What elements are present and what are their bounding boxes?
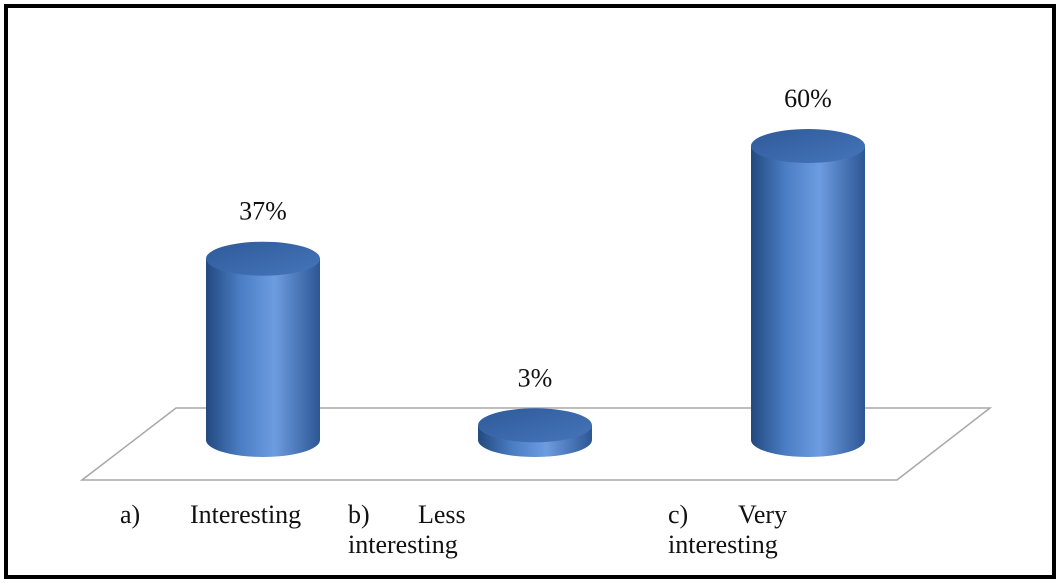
bar-top — [206, 241, 320, 276]
category-text: Very — [738, 500, 788, 529]
data-label: 60% — [784, 84, 832, 113]
category-marker: c) — [668, 500, 689, 529]
bar-top — [478, 408, 592, 443]
chart-border — [4, 4, 1056, 579]
bar-3: 60% — [751, 84, 865, 457]
category-marker: b) — [348, 500, 370, 529]
bar-top — [751, 129, 865, 163]
chart-floor — [79, 407, 993, 481]
bar-2: 3% — [478, 363, 592, 457]
data-label: 3% — [518, 363, 553, 392]
category-text: Interesting — [190, 500, 302, 529]
data-label: 37% — [239, 197, 287, 226]
bars-layer: 37% 3% 60% — [206, 84, 865, 457]
bar-1: 37% — [206, 197, 320, 457]
category-marker: a) — [120, 500, 141, 529]
category-text: interesting — [348, 530, 458, 559]
category-text: interesting — [668, 530, 778, 559]
category-text: Less — [418, 500, 466, 529]
bar-body — [206, 258, 320, 457]
bar-body — [751, 146, 865, 457]
